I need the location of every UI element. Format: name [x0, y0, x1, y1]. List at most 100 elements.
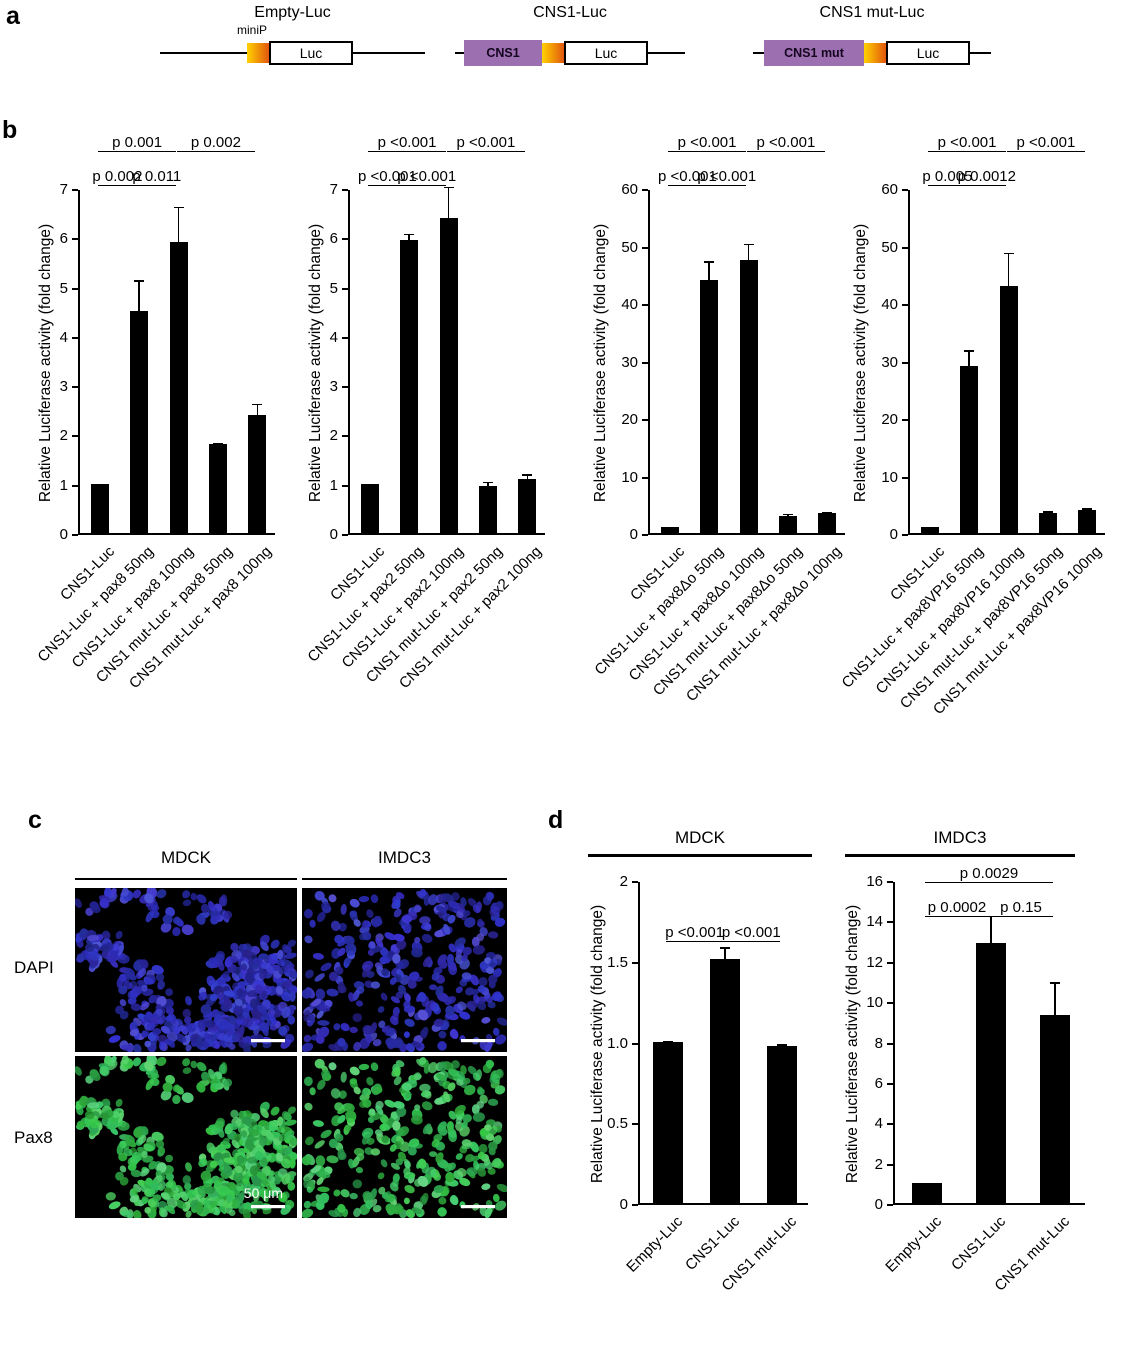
bar	[400, 239, 419, 533]
y-tick-label: 30	[621, 353, 638, 371]
construct-title: CNS1 mut-Luc	[819, 4, 925, 21]
y-tick-label: 10	[866, 994, 883, 1012]
scale-bar	[251, 1039, 285, 1043]
pvalue-label: p <0.001	[677, 133, 737, 151]
y-tick-label: 6	[59, 230, 68, 248]
y-tick-label: 10	[881, 468, 898, 486]
pvalue-bracket: p 0.005	[922, 164, 972, 186]
error-bar	[177, 207, 180, 245]
y-tick-mark	[342, 484, 348, 487]
pvalue-label: p <0.001	[937, 133, 997, 151]
pvalue-label: p 0.0029	[959, 864, 1019, 882]
pvalue-bracket: p 0.002	[176, 130, 256, 152]
y-tick-label: 40	[621, 296, 638, 313]
scale-bar	[461, 1039, 495, 1043]
scale-bar	[251, 1205, 285, 1209]
pvalue-bracket: p <0.001	[697, 164, 756, 186]
construct-empty-luc: Empty-Luc miniP Luc	[155, 4, 430, 71]
error-bar-cap	[776, 1044, 787, 1046]
y-axis-label: Relative Luciferase activity (fold chang…	[307, 223, 324, 502]
fluorescence-image	[301, 889, 509, 1053]
y-tick-mark	[887, 1163, 893, 1166]
error-bar	[826, 512, 829, 515]
error-bar	[990, 916, 992, 945]
pvalue-label: p <0.001	[456, 133, 516, 151]
micro-image-pax8-imdc3	[301, 1056, 509, 1219]
error-bar	[1047, 512, 1049, 515]
error-bar-cap	[443, 186, 454, 189]
bar	[960, 366, 979, 533]
construct-cns1-mut-luc: CNS1 mut-Luc CNS1 mut Luc	[748, 4, 996, 71]
luc-box: Luc	[564, 41, 648, 65]
error-bar-cap	[663, 1041, 674, 1043]
bar	[920, 527, 939, 533]
error-bar	[526, 474, 529, 481]
micro-image-pax8-mdck: 50 μm	[74, 1053, 299, 1221]
y-tick-mark	[887, 1123, 893, 1126]
y-tick-mark	[632, 1123, 638, 1126]
luc-box: Luc	[269, 41, 353, 65]
micro-image-dapi-imdc3	[301, 888, 509, 1053]
chart-b1: Relative Luciferase activity (fold chang…	[20, 134, 310, 770]
y-tick-mark	[902, 419, 908, 421]
error-bar-cap	[664, 527, 675, 530]
y-tick-mark	[902, 246, 908, 249]
y-tick-mark	[642, 534, 648, 536]
y-tick-label: 0	[889, 526, 898, 543]
error-bar-cap	[134, 280, 145, 282]
y-tick-label: 7	[329, 181, 338, 198]
y-tick-label: 10	[621, 468, 638, 486]
micro-row-label-dapi: DAPI	[14, 958, 54, 977]
y-tick-label: 2	[874, 1155, 883, 1173]
y-tick-mark	[72, 336, 78, 339]
chart-title: IMDC3	[933, 828, 987, 847]
y-tick-label: 0	[329, 526, 338, 543]
error-bar-cap	[782, 513, 793, 516]
y-tick-label: 1.0	[607, 1034, 628, 1052]
y-tick-mark	[887, 881, 893, 883]
y-tick-mark	[632, 881, 638, 883]
y-tick-label: 16	[866, 873, 883, 890]
error-bar-cap	[1050, 982, 1060, 984]
error-bar-cap	[924, 527, 935, 529]
error-bar	[487, 482, 489, 489]
pvalue-bracket: p <0.001	[665, 920, 724, 942]
error-bar-cap	[1003, 252, 1014, 254]
error-bar	[787, 514, 789, 518]
chart-title-underline	[845, 854, 1075, 857]
luc-label: Luc	[916, 45, 940, 61]
y-tick-mark	[72, 189, 78, 191]
bar	[1038, 512, 1057, 533]
y-tick-label: 2	[329, 427, 338, 445]
pvalue-label: p <0.001	[657, 167, 717, 185]
y-tick-label: 0	[59, 526, 68, 543]
y-tick-label: 20	[881, 411, 898, 428]
y-tick-label: 3	[329, 378, 338, 396]
y-tick-label: 0	[874, 1196, 883, 1213]
y-tick-label: 50	[621, 238, 638, 256]
chart-title-underline	[588, 854, 812, 857]
error-bar	[447, 187, 450, 220]
y-tick-mark	[887, 1204, 893, 1206]
y-tick-label: 60	[881, 181, 898, 198]
pvalue-label: p <0.001	[697, 167, 757, 185]
construct-title: CNS1-Luc	[533, 4, 607, 21]
y-tick-mark	[72, 287, 78, 290]
bar	[360, 483, 379, 533]
bar	[653, 1041, 684, 1203]
luc-label: Luc	[299, 45, 323, 61]
bar	[130, 311, 149, 533]
header-underline	[75, 878, 297, 880]
y-tick-label: 60	[621, 181, 638, 198]
panel-d-label: d	[548, 806, 564, 834]
error-bar	[968, 351, 970, 369]
pvalue-label: p <0.001	[377, 133, 437, 151]
error-bar-cap	[522, 474, 533, 476]
y-tick-mark	[342, 435, 348, 438]
error-bar-cap	[922, 1183, 932, 1185]
error-bar	[138, 281, 140, 314]
plot-area: 0 1 2 3 4 5 6 7	[330, 181, 545, 543]
y-tick-label: 4	[329, 328, 338, 346]
error-bar-cap	[720, 947, 730, 949]
